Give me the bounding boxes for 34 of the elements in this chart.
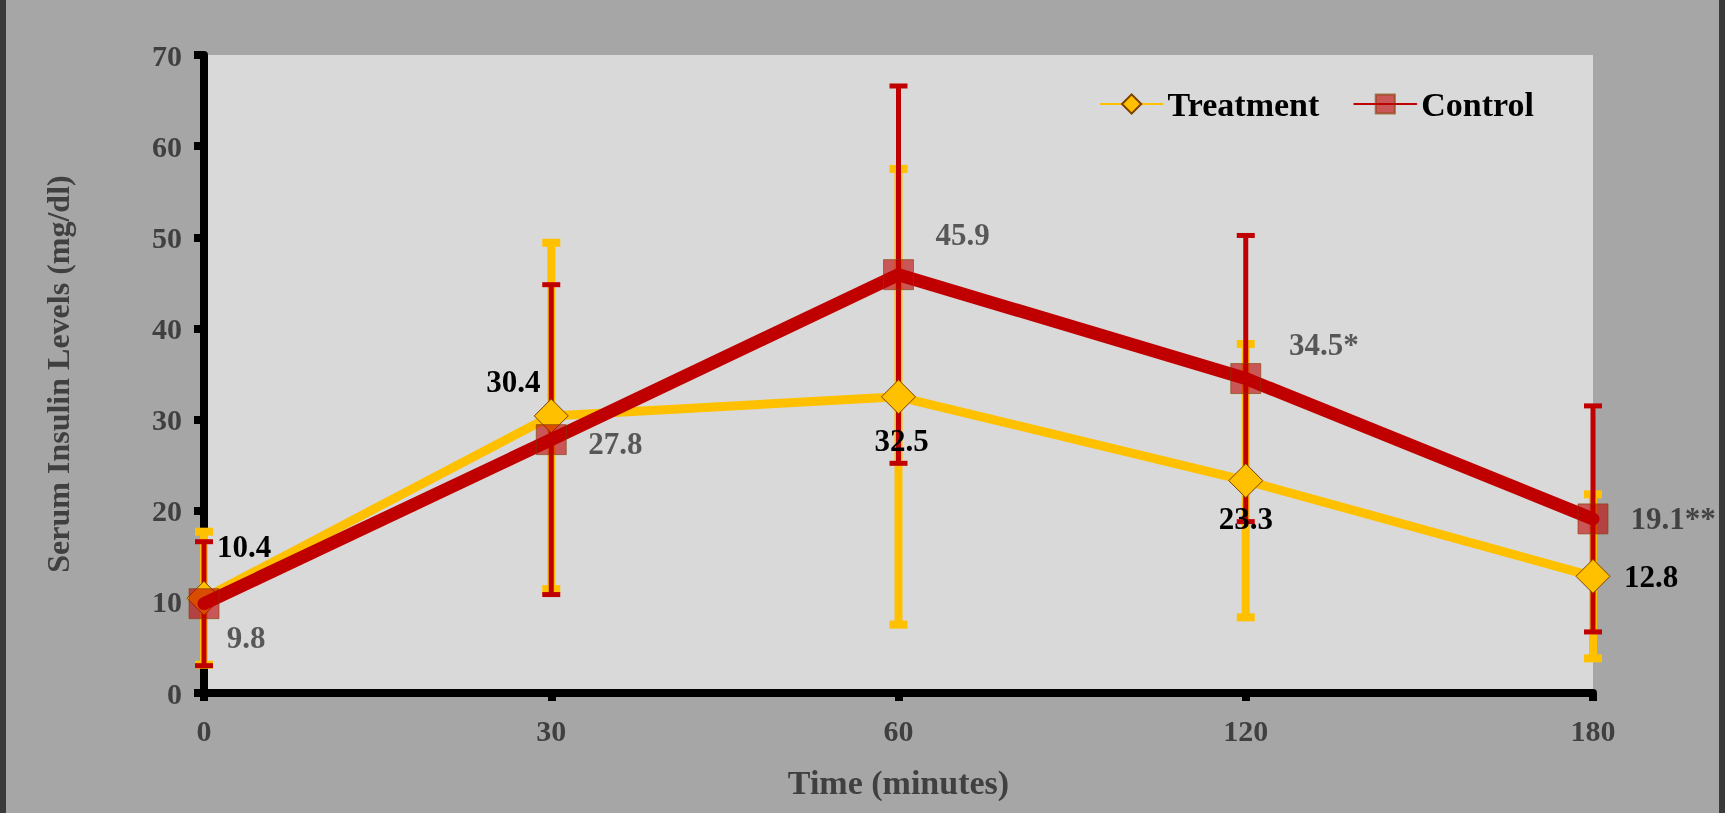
y-tick-label: 30 bbox=[152, 403, 182, 437]
legend-label: Treatment bbox=[1167, 85, 1320, 123]
x-tick-label: 60 bbox=[883, 713, 914, 747]
point bbox=[535, 424, 567, 456]
point bbox=[1575, 558, 1611, 594]
data-label: 10.4 bbox=[216, 528, 272, 564]
data-label: 9.8 bbox=[226, 620, 266, 656]
y-tick-label: 50 bbox=[152, 220, 182, 254]
data-label: 27.8 bbox=[588, 426, 643, 462]
y-tick-label: 10 bbox=[152, 585, 182, 619]
point bbox=[1228, 463, 1264, 499]
point bbox=[533, 398, 569, 434]
y-tick-label: 60 bbox=[152, 129, 182, 163]
point bbox=[1577, 503, 1609, 535]
y-tick-label: 40 bbox=[152, 311, 182, 345]
point bbox=[881, 379, 916, 415]
data-label: 34.5* bbox=[1288, 327, 1359, 363]
data-label: 19.1** bbox=[1630, 501, 1716, 537]
legend-label: Control bbox=[1421, 85, 1535, 123]
x-tick-label: 30 bbox=[536, 713, 567, 747]
y-axis-title: Serum Insulin Levels (mg/dl) bbox=[40, 175, 76, 573]
x-tick-label: 180 bbox=[1570, 713, 1616, 747]
point bbox=[188, 588, 220, 620]
point bbox=[1230, 363, 1262, 395]
x-tick-label: 120 bbox=[1223, 713, 1269, 747]
x-axis-title: Time (minutes) bbox=[787, 763, 1010, 802]
data-label: 12.8 bbox=[1623, 558, 1679, 594]
y-tick-label: 70 bbox=[152, 38, 182, 72]
data-label: 45.9 bbox=[935, 217, 990, 253]
y-tick-label: 0 bbox=[167, 676, 182, 710]
y-tick-label: 20 bbox=[152, 494, 182, 528]
data-label: 30.4 bbox=[486, 364, 541, 400]
x-tick-label: 0 bbox=[196, 713, 212, 747]
point bbox=[883, 259, 914, 291]
